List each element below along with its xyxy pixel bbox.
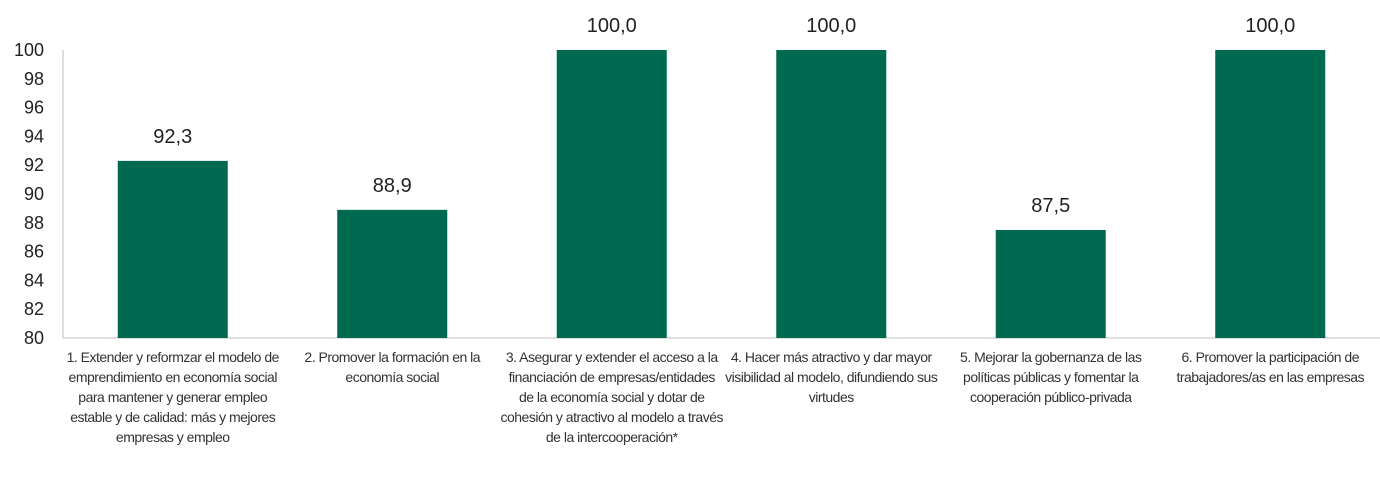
category-label: 2. Promover la formación en la economía … [304, 349, 481, 385]
y-tick-label: 100 [14, 40, 44, 60]
y-tick-label: 80 [24, 328, 44, 345]
bar-value-label: 100,0 [1245, 15, 1295, 37]
y-tick-label: 98 [24, 69, 44, 89]
category-label: 1. Extender y reformzar el modelo de emp… [66, 349, 280, 445]
y-tick-label: 84 [24, 270, 44, 290]
y-tick-label: 86 [24, 242, 44, 262]
y-tick-label: 88 [24, 213, 44, 233]
bar-value-label: 92,3 [153, 126, 192, 148]
bar-value-label: 100,0 [806, 15, 856, 37]
bar-value-label: 87,5 [1031, 195, 1070, 217]
bar-chart: 80 82 84 86 88 90 92 94 96 98 100 92,3 88,9 100,0 100,… [14, 15, 1380, 345]
bar [995, 230, 1106, 338]
category-label: 6. Promover la participación de trabajad… [1176, 349, 1365, 385]
bar [337, 209, 448, 338]
y-tick-label: 94 [24, 126, 44, 146]
category-label: 5. Mejorar la gobernanza de las política… [960, 349, 1142, 405]
bar [776, 50, 887, 338]
bar [117, 160, 228, 338]
bar [556, 50, 667, 338]
y-tick-label: 92 [24, 155, 44, 175]
bar-value-label: 88,9 [373, 175, 412, 197]
bar [1215, 50, 1326, 338]
category-label: 4. Hacer más atractivo y dar mayor visib… [725, 349, 938, 405]
y-tick-label: 90 [24, 184, 44, 204]
y-tick-label: 82 [24, 299, 44, 319]
bar-value-label: 100,0 [587, 15, 637, 37]
y-tick-label: 96 [24, 98, 44, 118]
category-label: 3. Asegurar y extender el acceso a la fi… [500, 349, 723, 445]
